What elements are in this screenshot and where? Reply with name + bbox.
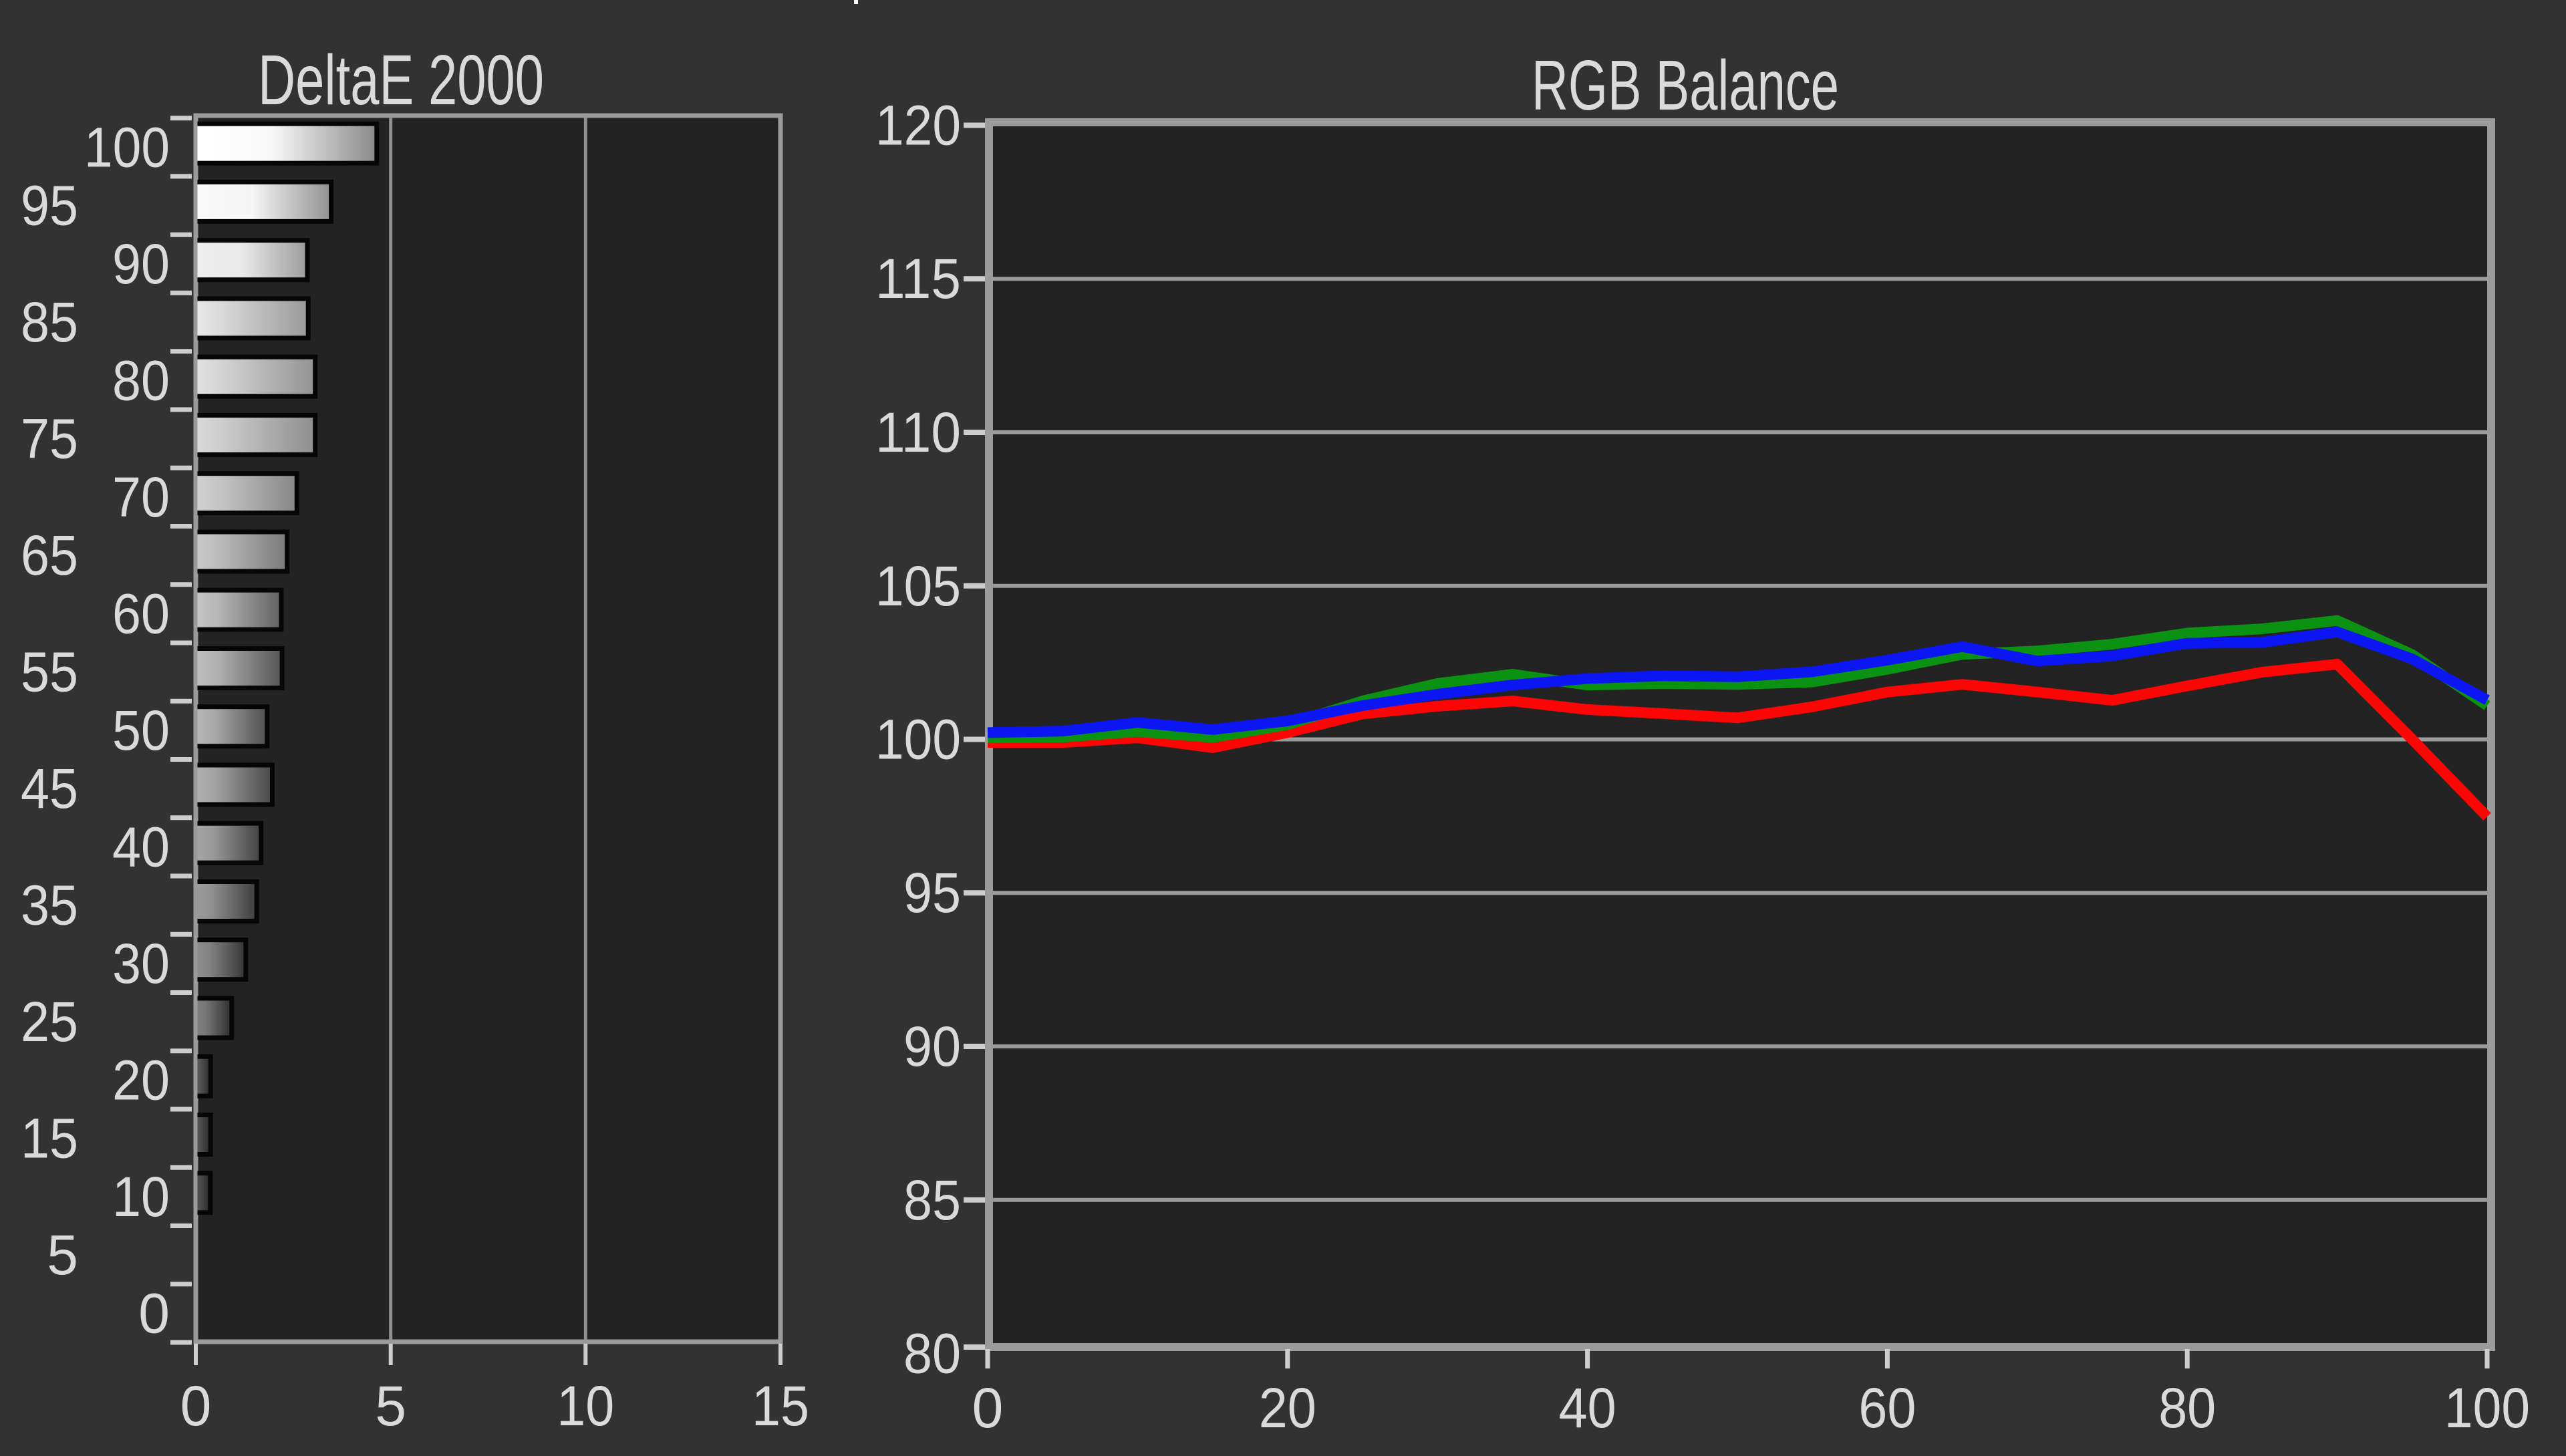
svg-text:60: 60 — [1858, 1376, 1916, 1439]
svg-text:15: 15 — [21, 1107, 78, 1170]
svg-text:40: 40 — [112, 815, 170, 878]
svg-text:40: 40 — [1559, 1376, 1616, 1439]
svg-text:75: 75 — [21, 408, 78, 470]
svg-text:100: 100 — [84, 116, 170, 178]
svg-text:85: 85 — [903, 1169, 961, 1231]
svg-text:115: 115 — [875, 247, 961, 310]
svg-text:70: 70 — [112, 466, 170, 529]
svg-text:10: 10 — [557, 1374, 614, 1437]
svg-text:80: 80 — [2158, 1376, 2216, 1439]
svg-text:20: 20 — [1259, 1376, 1316, 1439]
svg-text:30: 30 — [112, 932, 170, 995]
svg-text:80: 80 — [903, 1322, 961, 1385]
svg-text:60: 60 — [112, 582, 170, 645]
svg-text:100: 100 — [875, 708, 961, 771]
svg-text:0: 0 — [180, 1374, 212, 1437]
svg-text:95: 95 — [21, 174, 78, 237]
svg-text:10: 10 — [112, 1165, 170, 1228]
svg-text:120: 120 — [875, 94, 961, 157]
svg-text:50: 50 — [112, 699, 170, 762]
svg-text:5: 5 — [47, 1223, 78, 1286]
svg-text:80: 80 — [112, 349, 170, 412]
svg-text:95: 95 — [903, 861, 961, 924]
svg-text:100: 100 — [2444, 1376, 2530, 1439]
svg-text:110: 110 — [875, 401, 961, 464]
svg-text:90: 90 — [903, 1015, 961, 1078]
svg-text:0: 0 — [972, 1376, 1004, 1439]
svg-text:55: 55 — [21, 641, 78, 704]
svg-text:0: 0 — [138, 1282, 170, 1344]
svg-text:105: 105 — [875, 555, 961, 617]
svg-text:15: 15 — [752, 1374, 809, 1437]
svg-text:20: 20 — [112, 1048, 170, 1111]
svg-text:25: 25 — [21, 990, 78, 1053]
svg-text:5: 5 — [375, 1374, 406, 1437]
svg-text:DeltaE 2000: DeltaE 2000 — [258, 41, 544, 120]
svg-text:85: 85 — [21, 291, 78, 353]
svg-text:90: 90 — [112, 233, 170, 295]
svg-text:35: 35 — [21, 874, 78, 937]
svg-text:RGB Balance: RGB Balance — [1532, 46, 1839, 125]
svg-text:45: 45 — [21, 757, 78, 820]
svg-text:65: 65 — [21, 524, 78, 587]
